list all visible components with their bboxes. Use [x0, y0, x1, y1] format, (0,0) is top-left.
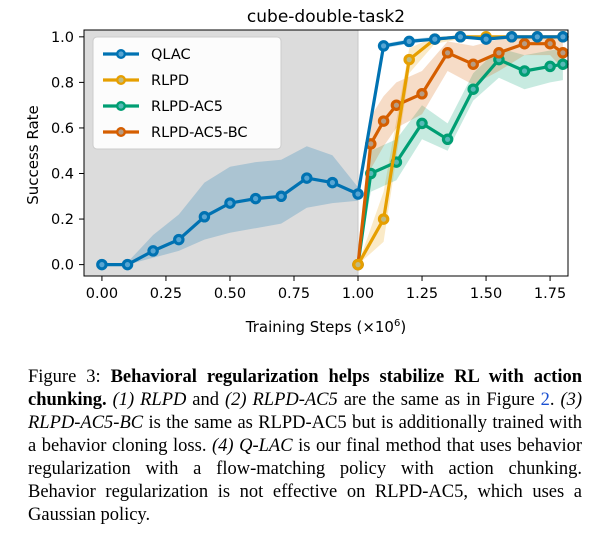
- caption-rlpd: (1) RLPD: [106, 390, 187, 410]
- point-highlight: [419, 120, 425, 126]
- point-highlight: [381, 43, 387, 49]
- legend-label-qlac: QLAC: [151, 47, 191, 63]
- point-highlight: [227, 200, 233, 206]
- legend-marker-highlight: [118, 129, 124, 135]
- x-axis-label: Training Steps (×106): [245, 318, 406, 336]
- point-highlight: [560, 34, 566, 40]
- point-highlight: [534, 34, 540, 40]
- x-axis-label-close: ): [400, 318, 406, 336]
- x-tick-label: 0.75: [278, 286, 310, 302]
- legend-label-rlpd: RLPD: [151, 73, 189, 89]
- point-highlight: [432, 36, 438, 42]
- y-tick-label: 0.0: [51, 258, 74, 274]
- caption-qlac: (4) Q-LAC: [211, 436, 293, 456]
- caption-text-1: and: [186, 390, 225, 410]
- point-highlight: [381, 118, 387, 124]
- point-highlight: [150, 248, 156, 254]
- x-tick-label: 1.00: [342, 286, 374, 302]
- figure-caption: Figure 3: Behavioral regularization help…: [28, 366, 582, 527]
- point-highlight: [509, 34, 515, 40]
- point-highlight: [470, 61, 476, 67]
- plot-frame: [83, 29, 569, 277]
- y-tick-label: 0.6: [51, 121, 74, 137]
- point-highlight: [445, 50, 451, 56]
- legend-label-rlpd-ac5-bc: RLPD-AC5-BC: [151, 125, 248, 141]
- x-tick-label: 0.25: [150, 286, 182, 302]
- point-highlight: [329, 180, 335, 186]
- caption-text-4: is the same as RLPD-AC5 but is additiona…: [28, 413, 582, 456]
- series-lines: [96, 31, 569, 271]
- point-highlight: [393, 102, 399, 108]
- x-axis-label-text: Training Steps (×10: [245, 318, 394, 336]
- point-highlight: [176, 237, 182, 243]
- band-rlpd: [358, 36, 563, 265]
- caption-text-2: are the same as in Figure: [337, 390, 541, 410]
- band-qlac: [101, 36, 563, 265]
- x-tick-label: 0.50: [214, 286, 246, 302]
- x-tick-label: 1.25: [406, 286, 438, 302]
- legend-marker-highlight: [118, 51, 124, 57]
- x-tick-label: 1.75: [534, 286, 566, 302]
- y-tick-label: 0.2: [51, 212, 74, 228]
- x-tick-label: 1.50: [470, 286, 502, 302]
- point-highlight: [445, 136, 451, 142]
- chart-title: cube-double-task2: [247, 7, 405, 27]
- success-rate-chart: 0.00 0.25 0.50 0.75 1.00 1.25 1.50 1.75 0.0 0.2 0.…: [24, 7, 569, 336]
- legend-marker-highlight: [118, 103, 124, 109]
- legend-box: [92, 36, 282, 150]
- point-highlight: [355, 262, 361, 268]
- point-highlight: [201, 214, 207, 220]
- point-highlight: [470, 86, 476, 92]
- point-highlight: [521, 41, 528, 47]
- point-highlight: [304, 175, 310, 181]
- point-highlight: [99, 262, 105, 268]
- point-highlight: [483, 36, 489, 42]
- point-highlight: [381, 216, 387, 222]
- y-tick-label: 0.8: [51, 75, 74, 91]
- point-highlight: [393, 159, 399, 165]
- point-highlight: [406, 57, 412, 63]
- point-highlight: [521, 68, 528, 74]
- point-highlight: [124, 262, 131, 268]
- point-highlight: [419, 91, 425, 97]
- point-highlight: [496, 50, 502, 56]
- line-rlpd-ac5: [356, 57, 564, 265]
- band-rlpd-ac5-bc: [358, 36, 563, 265]
- caption-text-3: .: [549, 390, 561, 410]
- x-axis-label-exponent: 6: [394, 318, 400, 329]
- caption-rlpd-ac5: (2) RLPD-AC5: [224, 390, 338, 410]
- y-tick-label: 1.0: [51, 30, 74, 46]
- point-highlight: [355, 191, 361, 197]
- caption-text-5: is our final method that uses behavior r…: [28, 436, 583, 525]
- point-highlight: [560, 61, 566, 67]
- point-highlight: [278, 193, 284, 199]
- caption-label: Figure 3:: [28, 367, 111, 387]
- point-highlight: [406, 38, 412, 45]
- y-tick-label: 0.4: [51, 167, 74, 183]
- point-highlight: [560, 50, 566, 56]
- axes: 0.00 0.25 0.50 0.75 1.00 1.25 1.50 1.75 0.0 0.2 0.…: [51, 29, 569, 302]
- legend-label-rlpd-ac5: RLPD-AC5: [151, 99, 223, 115]
- legend-marker-highlight: [118, 77, 124, 83]
- caption-figure-ref[interactable]: 2: [540, 390, 550, 410]
- point-highlight: [547, 41, 553, 47]
- x-tick-label: 0.00: [86, 286, 118, 302]
- point-highlight: [457, 34, 463, 40]
- point-highlight: [253, 196, 259, 202]
- point-highlight: [547, 63, 553, 69]
- point-highlight: [368, 170, 374, 177]
- legend: QLAC RLPD RLPD-AC5 RLPD-AC5-BC: [92, 36, 282, 150]
- y-axis-label: Success Rate: [24, 105, 42, 205]
- caption-bold: Behavioral regularization helps stabiliz…: [28, 367, 582, 410]
- point-highlight: [368, 141, 374, 147]
- caption-rlpd-ac5-bc: (3) RLPD-AC5-BC: [28, 390, 583, 433]
